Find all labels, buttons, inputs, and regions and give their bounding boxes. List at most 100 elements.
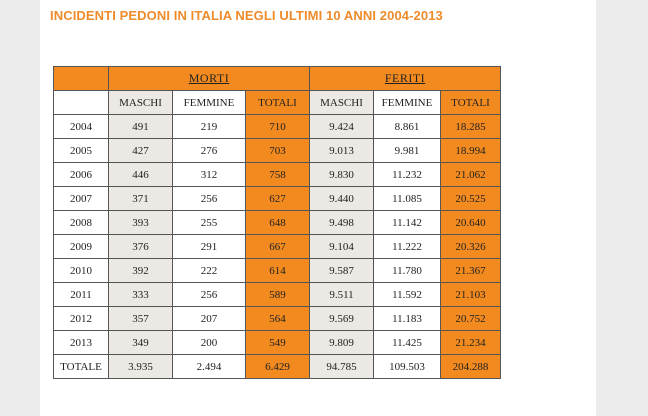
table-row: 2010 392 222 614 9.587 11.780 21.367 — [53, 258, 501, 283]
table-cell: 9.013 — [309, 138, 374, 163]
table-cell: 9.587 — [309, 258, 374, 283]
year-cell: 2012 — [53, 306, 109, 331]
table-cell: 21.103 — [440, 282, 501, 307]
table-cell: 256 — [172, 282, 246, 307]
table-cell: 549 — [245, 330, 310, 355]
total-cell: 6.429 — [245, 354, 310, 379]
table-row: 2012 357 207 564 9.569 11.183 20.752 — [53, 306, 501, 331]
table-cell: 703 — [245, 138, 310, 163]
table-cell: 11.592 — [373, 282, 441, 307]
table-cell: 18.994 — [440, 138, 501, 163]
year-cell: 2010 — [53, 258, 109, 283]
table-cell: 614 — [245, 258, 310, 283]
total-label-cell: TOTALE — [53, 354, 109, 379]
table-cell: 371 — [108, 186, 173, 211]
table-cell: 710 — [245, 114, 310, 139]
year-cell: 2008 — [53, 210, 109, 235]
table-cell: 427 — [108, 138, 173, 163]
table-cell: 9.424 — [309, 114, 374, 139]
table-cell: 9.981 — [373, 138, 441, 163]
table-cell: 11.222 — [373, 234, 441, 259]
table-cell: 20.525 — [440, 186, 501, 211]
table-cell: 8.861 — [373, 114, 441, 139]
column-header: TOTALI — [245, 90, 310, 115]
table-cell: 11.425 — [373, 330, 441, 355]
page-title: INCIDENTI PEDONI IN ITALIA NEGLI ULTIMI … — [50, 8, 443, 23]
table-row: 2008 393 255 648 9.498 11.142 20.640 — [53, 210, 501, 235]
table-cell: 446 — [108, 162, 173, 187]
table-cell: 9.440 — [309, 186, 374, 211]
total-row: TOTALE 3.935 2.494 6.429 94.785 109.503 … — [53, 354, 501, 379]
table-cell: 256 — [172, 186, 246, 211]
table-cell: 11.142 — [373, 210, 441, 235]
year-cell: 2005 — [53, 138, 109, 163]
table-row: 2004 491 219 710 9.424 8.861 18.285 — [53, 114, 501, 139]
year-cell: 2009 — [53, 234, 109, 259]
column-header: FEMMINE — [172, 90, 246, 115]
table-cell: 11.085 — [373, 186, 441, 211]
table-cell: 291 — [172, 234, 246, 259]
table-cell: 333 — [108, 282, 173, 307]
total-cell: 2.494 — [172, 354, 246, 379]
table-cell: 20.640 — [440, 210, 501, 235]
column-header: MASCHI — [309, 90, 374, 115]
year-cell: 2011 — [53, 282, 109, 307]
table-cell: 9.104 — [309, 234, 374, 259]
table-cell: 9.830 — [309, 162, 374, 187]
table-cell: 392 — [108, 258, 173, 283]
table-row: 2013 349 200 549 9.809 11.425 21.234 — [53, 330, 501, 355]
table-cell: 349 — [108, 330, 173, 355]
group-header-morti: MORTI — [108, 66, 310, 91]
column-header: FEMMINE — [373, 90, 441, 115]
group-header-row: MORTI FERITI — [53, 66, 501, 91]
table-cell: 18.285 — [440, 114, 501, 139]
table-cell: 21.234 — [440, 330, 501, 355]
table-cell: 376 — [108, 234, 173, 259]
table-row: 2011 333 256 589 9.511 11.592 21.103 — [53, 282, 501, 307]
table-cell: 627 — [245, 186, 310, 211]
table-cell: 758 — [245, 162, 310, 187]
table-cell: 564 — [245, 306, 310, 331]
table-cell: 276 — [172, 138, 246, 163]
table-body: 2004 491 219 710 9.424 8.861 18.285 2005… — [53, 114, 501, 379]
table-cell: 207 — [172, 306, 246, 331]
year-cell: 2007 — [53, 186, 109, 211]
table-cell: 491 — [108, 114, 173, 139]
table-cell: 9.498 — [309, 210, 374, 235]
table-cell: 11.232 — [373, 162, 441, 187]
document-page: INCIDENTI PEDONI IN ITALIA NEGLI ULTIMI … — [40, 0, 596, 416]
column-header: MASCHI — [108, 90, 173, 115]
year-cell: 2006 — [53, 162, 109, 187]
table-cell: 200 — [172, 330, 246, 355]
table-row: 2007 371 256 627 9.440 11.085 20.525 — [53, 186, 501, 211]
column-header-row: MASCHI FEMMINE TOTALI MASCHI FEMMINE TOT… — [53, 90, 501, 115]
table-cell: 21.367 — [440, 258, 501, 283]
table-cell: 255 — [172, 210, 246, 235]
table-cell: 222 — [172, 258, 246, 283]
group-header-feriti: FERITI — [309, 66, 501, 91]
table-cell: 21.062 — [440, 162, 501, 187]
table-cell: 312 — [172, 162, 246, 187]
year-cell: 2013 — [53, 330, 109, 355]
table-cell: 9.809 — [309, 330, 374, 355]
corner-cell — [53, 66, 109, 91]
year-column-header — [53, 90, 109, 115]
group-label-morti: MORTI — [188, 71, 230, 85]
table-cell: 393 — [108, 210, 173, 235]
total-cell: 3.935 — [108, 354, 173, 379]
table-cell: 667 — [245, 234, 310, 259]
total-cell: 109.503 — [373, 354, 441, 379]
table-cell: 11.183 — [373, 306, 441, 331]
pedestrian-accidents-table: MORTI FERITI MASCHI FEMMINE TOTALI MASCH… — [53, 66, 501, 379]
table-row: 2006 446 312 758 9.830 11.232 21.062 — [53, 162, 501, 187]
table-cell: 357 — [108, 306, 173, 331]
table-cell: 648 — [245, 210, 310, 235]
group-label-feriti: FERITI — [384, 71, 426, 85]
table-cell: 9.569 — [309, 306, 374, 331]
table-cell: 20.752 — [440, 306, 501, 331]
table-row: 2005 427 276 703 9.013 9.981 18.994 — [53, 138, 501, 163]
total-cell: 204.288 — [440, 354, 501, 379]
column-header: TOTALI — [440, 90, 501, 115]
year-cell: 2004 — [53, 114, 109, 139]
table-cell: 11.780 — [373, 258, 441, 283]
